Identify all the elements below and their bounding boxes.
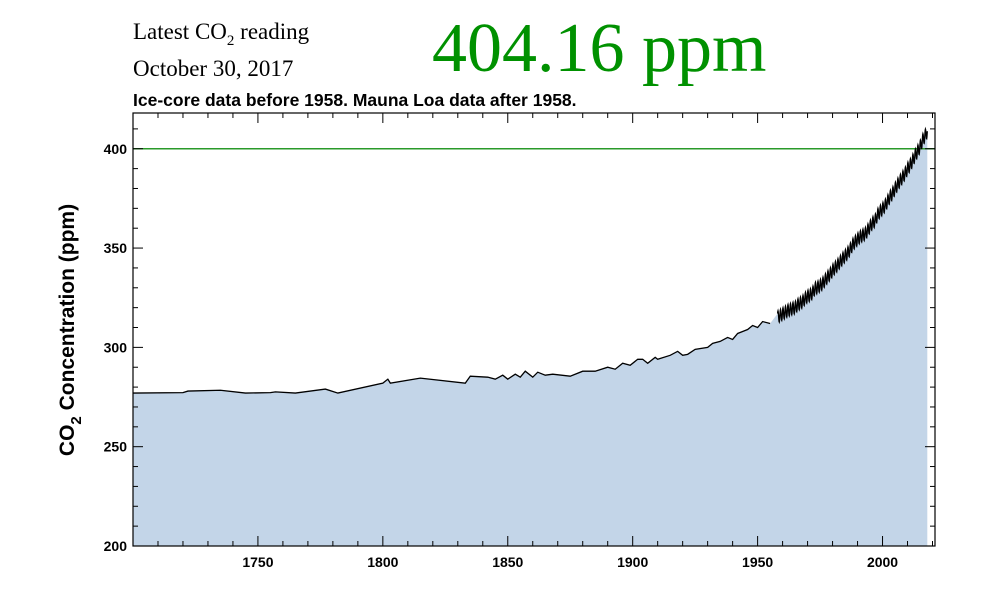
latest-reading-label: Latest CO2 reading <box>133 19 310 49</box>
reading-date: October 30, 2017 <box>133 56 294 81</box>
chart-subtitle: Ice-core data before 1958. Mauna Loa dat… <box>133 90 577 110</box>
x-tick-label: 2000 <box>867 554 898 570</box>
latest-reading-value: 404.16 ppm <box>432 10 767 87</box>
y-tick-label: 250 <box>104 439 128 455</box>
plot-frame <box>132 112 936 547</box>
y-tick-label: 300 <box>104 339 128 355</box>
co2-area-fill <box>133 129 928 546</box>
mauna-loa-line <box>776 126 928 325</box>
latest-label-suffix: reading <box>234 19 310 44</box>
x-tick-label: 1850 <box>492 554 523 570</box>
x-tick-label: 1750 <box>242 554 273 570</box>
latest-label-prefix: Latest CO <box>133 19 227 44</box>
y-tick-label: 400 <box>104 141 128 157</box>
x-tick-label: 1800 <box>367 554 398 570</box>
ice-core-line <box>132 320 771 394</box>
x-tick-label: 1900 <box>617 554 648 570</box>
y-tick-label: 200 <box>104 538 128 554</box>
y-axis-label: CO2 Concentration (ppm) <box>56 204 85 456</box>
y-tick-label: 350 <box>104 240 128 256</box>
latest-label-sub: 2 <box>226 33 235 49</box>
x-tick-label: 1950 <box>742 554 773 570</box>
